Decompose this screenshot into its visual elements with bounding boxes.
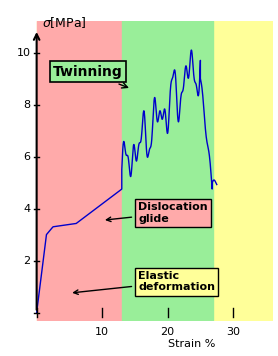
Text: Dislocation
glide: Dislocation glide [106,202,208,224]
Text: Twinning: Twinning [53,65,128,88]
Text: 4: 4 [24,204,31,214]
Text: Elastic
deformation: Elastic deformation [74,271,215,294]
Text: 6: 6 [24,152,31,162]
Text: $\sigma$[MPa]: $\sigma$[MPa] [42,16,86,31]
Text: Strain %: Strain % [168,339,215,349]
Text: 10: 10 [17,48,31,58]
Text: 10: 10 [95,327,109,337]
Text: 30: 30 [226,327,240,337]
Text: 8: 8 [24,100,31,110]
Text: 2: 2 [24,256,31,266]
Text: 20: 20 [161,327,175,337]
